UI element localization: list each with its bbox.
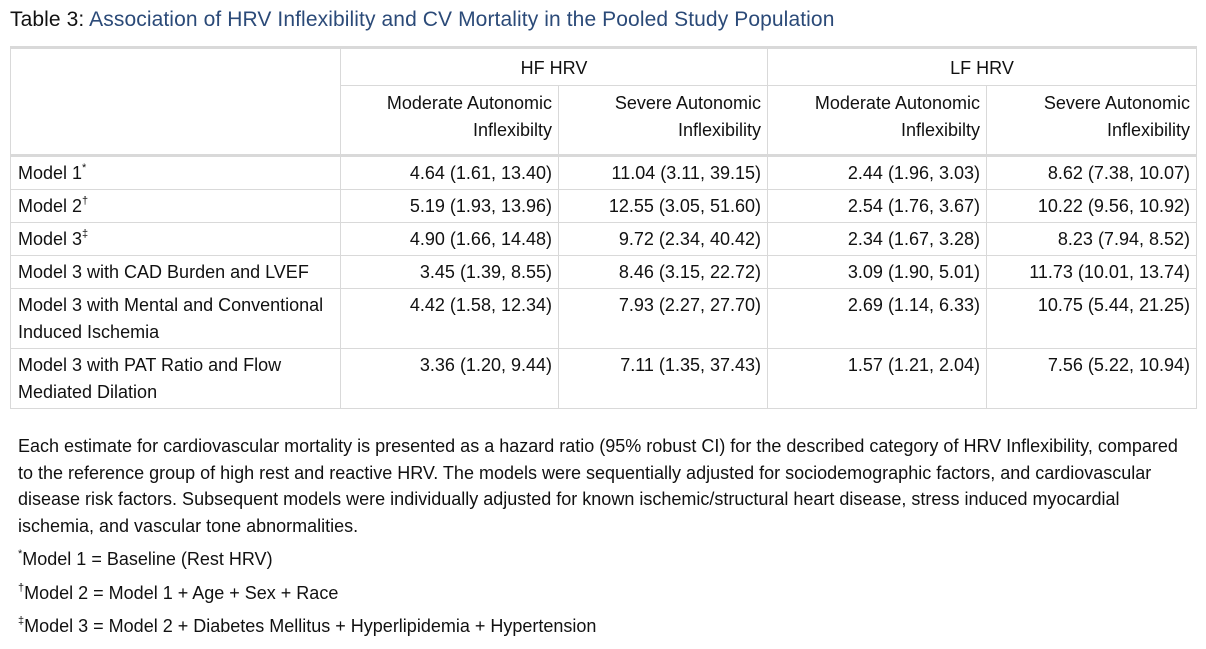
subheader-hf-severe: Severe Autonomic Inflexibility — [558, 85, 768, 156]
subheader-lf-moderate: Moderate Autonomic Inflexibilty — [767, 85, 987, 156]
cell-value: 1.57 (1.21, 2.04) — [767, 348, 987, 409]
footnote-text: Model 1 = Baseline (Rest HRV) — [22, 549, 273, 569]
table-row: Model 3 with CAD Burden and LVEF 3.45 (1… — [10, 255, 1197, 289]
row-label: Model 2† — [10, 189, 341, 223]
subheader-line: Inflexibility — [677, 120, 761, 140]
cell-value: 5.19 (1.93, 13.96) — [340, 189, 559, 223]
subheader-hf-moderate: Moderate Autonomic Inflexibilty — [340, 85, 559, 156]
footnote: ‡Model 3 = Model 2 + Diabetes Mellitus +… — [18, 613, 1188, 640]
table-row: Model 3‡ 4.90 (1.66, 14.48) 9.72 (2.34, … — [10, 222, 1197, 256]
subheader-line: Inflexibility — [1106, 120, 1190, 140]
cell-value: 4.90 (1.66, 14.48) — [340, 222, 559, 256]
cell-value: 7.93 (2.27, 27.70) — [558, 288, 768, 349]
table-row: Model 2† 5.19 (1.93, 13.96) 12.55 (3.05,… — [10, 189, 1197, 223]
table-row: Model 1* 4.64 (1.61, 13.40) 11.04 (3.11,… — [10, 154, 1197, 190]
table-row: Model 3 with Mental and Conventional Ind… — [10, 288, 1197, 349]
cell-value: 4.42 (1.58, 12.34) — [340, 288, 559, 349]
group-header-hf: HF HRV — [340, 46, 768, 86]
header-corner-lower — [10, 85, 341, 156]
table-notes: Each estimate for cardiovascular mortali… — [18, 433, 1188, 640]
row-label: Model 3 with Mental and Conventional Ind… — [10, 288, 341, 349]
header-group-row: HF HRV LF HRV — [10, 46, 1197, 86]
subheader-line: Inflexibilty — [900, 120, 980, 140]
footnote: †Model 2 = Model 1 + Age + Sex + Race — [18, 580, 1188, 607]
subheader-line: Severe Autonomic — [1043, 93, 1190, 113]
subheader-lf-severe: Severe Autonomic Inflexibility — [986, 85, 1197, 156]
group-header-lf: LF HRV — [767, 46, 1197, 86]
subheader-line: Moderate Autonomic — [814, 93, 980, 113]
table-row: Model 3 with PAT Ratio and Flow Mediated… — [10, 348, 1197, 409]
header-sub-row: Moderate Autonomic Inflexibilty Severe Au… — [10, 85, 1197, 156]
cell-value: 10.22 (9.56, 10.92) — [986, 189, 1197, 223]
cell-value: 10.75 (5.44, 21.25) — [986, 288, 1197, 349]
footnote-text: Model 2 = Model 1 + Age + Sex + Race — [24, 582, 339, 603]
footnote-mark: † — [18, 581, 25, 594]
footnote-mark: * — [18, 548, 23, 560]
cell-value: 7.56 (5.22, 10.94) — [986, 348, 1197, 409]
row-label: Model 3 with CAD Burden and LVEF — [10, 255, 341, 289]
cell-value: 3.36 (1.20, 9.44) — [340, 348, 559, 409]
subheader-line: Inflexibilty — [472, 120, 552, 140]
cell-value: 2.54 (1.76, 3.67) — [767, 189, 987, 223]
footnote-mark: † — [82, 195, 89, 207]
cell-value: 4.64 (1.61, 13.40) — [340, 154, 559, 190]
footnote: *Model 1 = Baseline (Rest HRV) — [18, 546, 1188, 573]
footnote-mark: * — [82, 162, 87, 174]
table-caption: Table 3: Association of HRV Inflexibilit… — [10, 8, 834, 32]
cell-value: 3.45 (1.39, 8.55) — [340, 255, 559, 289]
cell-value: 2.69 (1.14, 6.33) — [767, 288, 987, 349]
table-label: Table 3: — [10, 8, 85, 31]
subheader-line: Moderate Autonomic — [386, 93, 552, 113]
row-label-text: Model 1 — [18, 163, 83, 183]
footnote-text: Model 3 = Model 2 + Diabetes Mellitus + … — [24, 616, 597, 636]
footnote-mark: ‡ — [82, 228, 89, 240]
footnote-mark: ‡ — [18, 615, 25, 627]
cell-value: 9.72 (2.34, 40.42) — [558, 222, 768, 256]
cell-value: 11.73 (10.01, 13.74) — [986, 255, 1197, 289]
subheader-line: Severe Autonomic — [614, 93, 761, 113]
cell-value: 11.04 (3.11, 39.15) — [558, 154, 768, 190]
cell-value: 8.23 (7.94, 8.52) — [986, 222, 1197, 256]
table-title: Association of HRV Inflexibility and CV … — [89, 8, 835, 31]
row-label: Model 3‡ — [10, 222, 341, 256]
cell-value: 8.62 (7.38, 10.07) — [986, 154, 1197, 190]
results-table: HF HRV LF HRV Moderate Autonomic Inflexib… — [10, 46, 1197, 409]
row-label-text: Model 3 — [18, 229, 83, 249]
row-label-text: Model 2 — [18, 196, 83, 216]
cell-value: 2.34 (1.67, 3.28) — [767, 222, 987, 256]
row-label: Model 1* — [10, 154, 341, 190]
cell-value: 8.46 (3.15, 22.72) — [558, 255, 768, 289]
header-corner — [10, 46, 341, 86]
cell-value: 2.44 (1.96, 3.03) — [767, 154, 987, 190]
row-label: Model 3 with PAT Ratio and Flow Mediated… — [10, 348, 341, 409]
cell-value: 3.09 (1.90, 5.01) — [767, 255, 987, 289]
cell-value: 12.55 (3.05, 51.60) — [558, 189, 768, 223]
table-description: Each estimate for cardiovascular mortali… — [18, 436, 1178, 536]
cell-value: 7.11 (1.35, 37.43) — [558, 348, 768, 409]
